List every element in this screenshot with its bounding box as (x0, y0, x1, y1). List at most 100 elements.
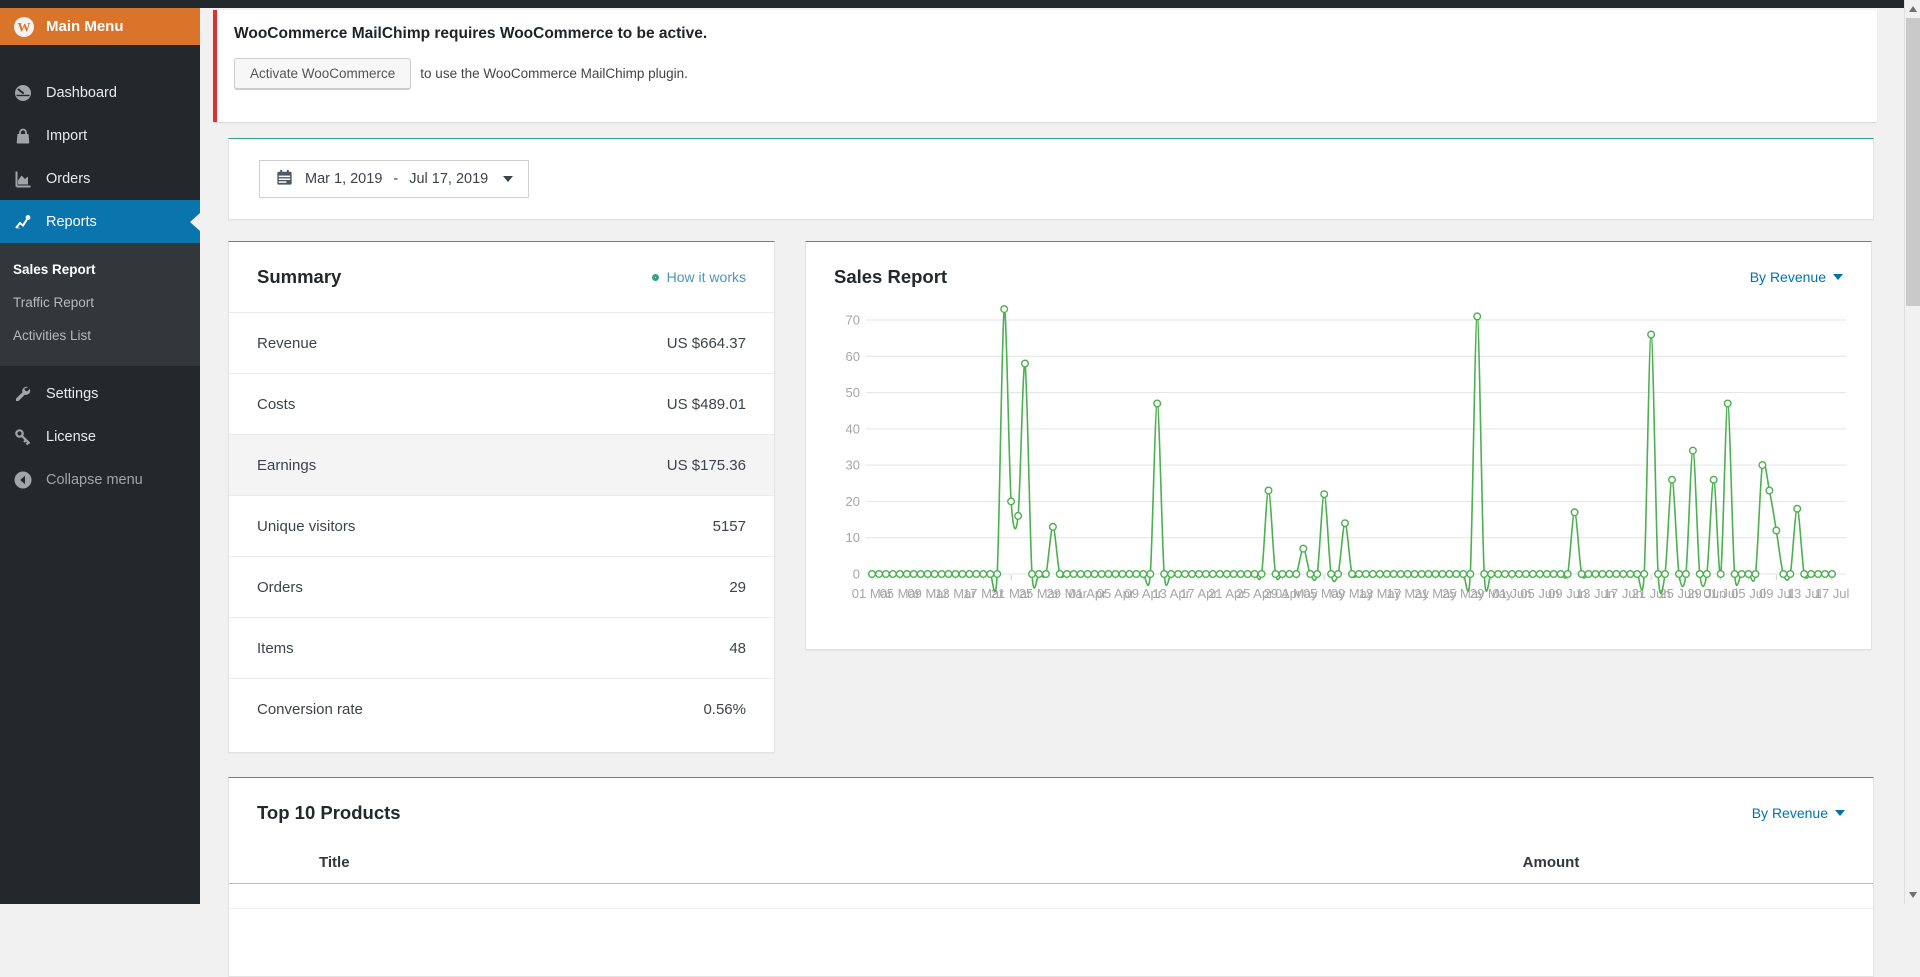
chart-point[interactable] (1062, 570, 1071, 579)
chart-point[interactable] (1027, 570, 1036, 579)
chart-point[interactable] (1688, 446, 1697, 455)
chart-point[interactable] (1591, 570, 1600, 579)
chart-point[interactable] (1375, 570, 1384, 579)
chart-point[interactable] (1730, 570, 1739, 579)
chart-point[interactable] (1132, 570, 1141, 579)
chart-point[interactable] (1675, 570, 1684, 579)
chart-point[interactable] (1494, 570, 1503, 579)
chart-point[interactable] (1041, 570, 1050, 579)
chart-point[interactable] (1431, 570, 1440, 579)
chart-point[interactable] (1229, 570, 1238, 579)
chart-point[interactable] (1355, 570, 1364, 579)
chart-point[interactable] (1786, 570, 1795, 579)
chart-point[interactable] (1779, 570, 1788, 579)
chart-point[interactable] (1188, 570, 1197, 579)
chart-point[interactable] (1828, 570, 1837, 579)
chart-point[interactable] (1264, 486, 1273, 495)
chart-point[interactable] (1765, 486, 1774, 495)
chart-point[interactable] (1389, 570, 1398, 579)
chart-point[interactable] (1619, 570, 1628, 579)
chart-point[interactable] (1535, 570, 1544, 579)
sidebar-item-import[interactable]: Import (0, 114, 200, 157)
chart-point[interactable] (1034, 570, 1043, 579)
chart-point[interactable] (1201, 570, 1210, 579)
chart-point[interactable] (1445, 570, 1454, 579)
chart-point[interactable] (1814, 570, 1823, 579)
chart-point[interactable] (1661, 570, 1670, 579)
chart-point[interactable] (909, 570, 918, 579)
chart-point[interactable] (1125, 570, 1134, 579)
date-range-picker[interactable]: Mar 1, 2019 - Jul 17, 2019 (259, 160, 530, 198)
chart-point[interactable] (1577, 570, 1586, 579)
chart-point[interactable] (1668, 475, 1677, 484)
collapse-menu-button[interactable]: Collapse menu (0, 458, 200, 501)
chart-point[interactable] (1480, 570, 1489, 579)
chart-point[interactable] (1563, 570, 1572, 579)
sidebar-item-traffic-report[interactable]: Traffic Report (13, 295, 95, 310)
chart-point[interactable] (1334, 570, 1343, 579)
chart-point[interactable] (1097, 570, 1106, 579)
chart-point[interactable] (1153, 399, 1162, 408)
sales-report-filter-dropdown[interactable]: By Revenue (1750, 269, 1843, 285)
chart-point[interactable] (1695, 570, 1704, 579)
chart-point[interactable] (1104, 570, 1113, 579)
chart-point[interactable] (979, 570, 988, 579)
chart-point[interactable] (1807, 570, 1816, 579)
chart-point[interactable] (1382, 570, 1391, 579)
chart-point[interactable] (1348, 570, 1357, 579)
chart-point[interactable] (1320, 490, 1329, 499)
chart-point[interactable] (1181, 570, 1190, 579)
chart-point[interactable] (1549, 570, 1558, 579)
chart-point[interactable] (1278, 570, 1287, 579)
chart-point[interactable] (1702, 570, 1711, 579)
chart-point[interactable] (944, 570, 953, 579)
chart-point[interactable] (1195, 570, 1204, 579)
chart-point[interactable] (1598, 570, 1607, 579)
sidebar-item-reports[interactable]: Reports (0, 200, 200, 243)
chart-point[interactable] (1069, 570, 1078, 579)
chart-point[interactable] (923, 570, 932, 579)
chart-point[interactable] (875, 570, 884, 579)
activate-woocommerce-button[interactable]: Activate WooCommerce (234, 58, 412, 89)
scrollbar-thumb[interactable] (1906, 18, 1920, 306)
chart-point[interactable] (1716, 570, 1725, 579)
sidebar-item-orders[interactable]: Orders (0, 157, 200, 200)
chart-point[interactable] (1744, 570, 1753, 579)
chart-point[interactable] (1800, 570, 1809, 579)
sidebar-item-settings[interactable]: Settings (0, 372, 200, 415)
chart-point[interactable] (1758, 461, 1767, 470)
chart-point[interactable] (1090, 570, 1099, 579)
chart-point[interactable] (916, 570, 925, 579)
chart-point[interactable] (1368, 570, 1377, 579)
chart-point[interactable] (1076, 570, 1085, 579)
sidebar-item-license[interactable]: License (0, 415, 200, 458)
chart-point[interactable] (1793, 504, 1802, 513)
chart-point[interactable] (1640, 570, 1649, 579)
chart-point[interactable] (1327, 570, 1336, 579)
chart-point[interactable] (986, 570, 995, 579)
sidebar-item-dashboard[interactable]: Dashboard (0, 71, 200, 114)
chart-point[interactable] (1000, 305, 1009, 314)
chart-point[interactable] (1111, 570, 1120, 579)
top-products-filter-dropdown[interactable]: By Revenue (1752, 805, 1845, 821)
chart-point[interactable] (1403, 570, 1412, 579)
chart-point[interactable] (1723, 399, 1732, 408)
chart-point[interactable] (902, 570, 911, 579)
chart-point[interactable] (1424, 570, 1433, 579)
chart-point[interactable] (1139, 570, 1148, 579)
chart-point[interactable] (881, 570, 890, 579)
chart-point[interactable] (1285, 570, 1294, 579)
chart-point[interactable] (1605, 570, 1614, 579)
chart-point[interactable] (1174, 570, 1183, 579)
chart-point[interactable] (1410, 570, 1419, 579)
chart-point[interactable] (958, 570, 967, 579)
chart-point[interactable] (1243, 570, 1252, 579)
chart-point[interactable] (1417, 570, 1426, 579)
chart-point[interactable] (1438, 570, 1447, 579)
chart-point[interactable] (1452, 570, 1461, 579)
chart-point[interactable] (1250, 570, 1259, 579)
chart-point[interactable] (1341, 519, 1350, 528)
chart-point[interactable] (1556, 570, 1565, 579)
chart-point[interactable] (1459, 570, 1468, 579)
chart-point[interactable] (1118, 570, 1127, 579)
